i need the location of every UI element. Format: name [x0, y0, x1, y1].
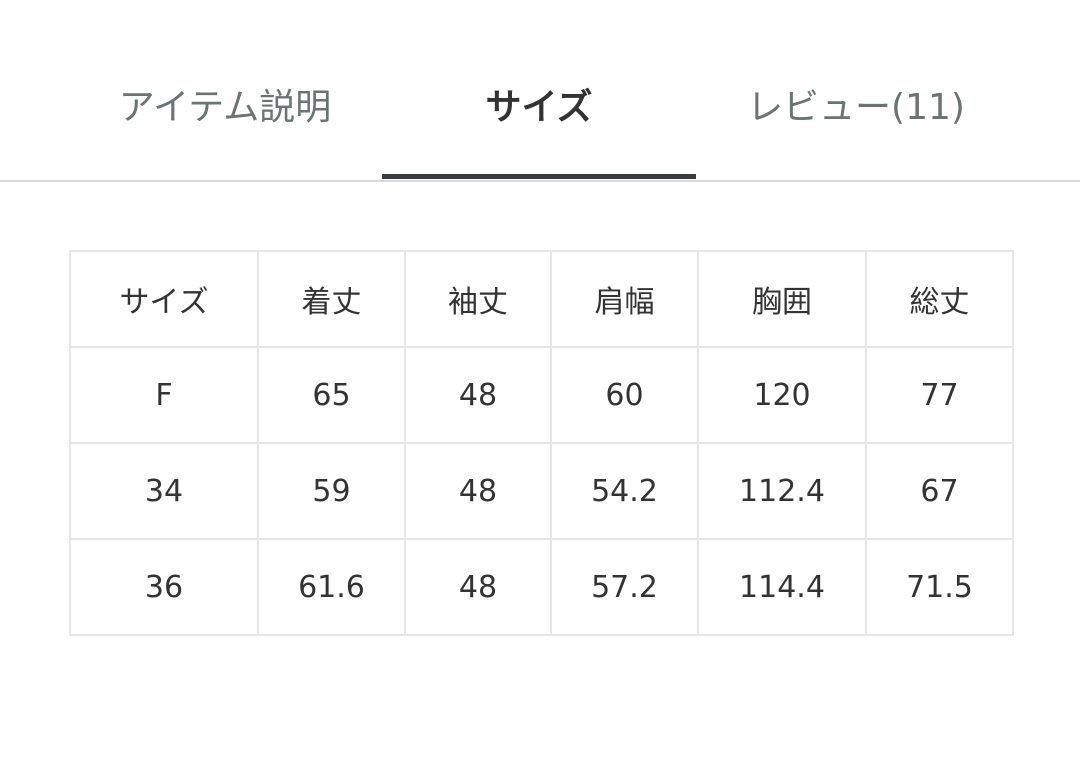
table-row: 36 61.6 48 57.2 114.4 71.5: [69, 538, 1014, 636]
table-cell: 48: [404, 538, 552, 636]
column-header: 総丈: [865, 250, 1014, 348]
column-header: 着丈: [257, 250, 406, 348]
active-tab-indicator: [382, 174, 696, 179]
table-cell: 54.2: [550, 442, 699, 540]
tab-size[interactable]: サイズ: [485, 87, 593, 128]
size-table: サイズ 着丈 袖丈 肩幅 胸囲 総丈 F 65 48 60 120 77 34 59 48 54.2 112.4…: [69, 250, 1014, 636]
table-cell: 65: [257, 346, 406, 444]
table-cell: 36: [69, 538, 259, 636]
table-cell: 114.4: [697, 538, 867, 636]
table-cell: 77: [865, 346, 1014, 444]
column-header: 胸囲: [697, 250, 867, 348]
table-cell: 48: [404, 442, 552, 540]
column-header: サイズ: [69, 250, 259, 348]
tab-item-description[interactable]: アイテム説明: [118, 87, 332, 128]
table-cell: 120: [697, 346, 867, 444]
table-cell: 57.2: [550, 538, 699, 636]
table-header-row: サイズ 着丈 袖丈 肩幅 胸囲 総丈: [69, 250, 1014, 348]
column-header: 袖丈: [404, 250, 552, 348]
table-cell: 112.4: [697, 442, 867, 540]
table-cell: 71.5: [865, 538, 1014, 636]
tab-reviews[interactable]: レビュー(11): [747, 87, 965, 128]
table-cell: 61.6: [257, 538, 406, 636]
column-header: 肩幅: [550, 250, 699, 348]
table-cell: F: [69, 346, 259, 444]
table-cell: 48: [404, 346, 552, 444]
table-cell: 67: [865, 442, 1014, 540]
table-cell: 59: [257, 442, 406, 540]
table-row: 34 59 48 54.2 112.4 67: [69, 442, 1014, 540]
table-cell: 60: [550, 346, 699, 444]
tab-bar: アイテム説明 サイズ レビュー(11): [0, 0, 1080, 182]
table-cell: 34: [69, 442, 259, 540]
table-row: F 65 48 60 120 77: [69, 346, 1014, 444]
